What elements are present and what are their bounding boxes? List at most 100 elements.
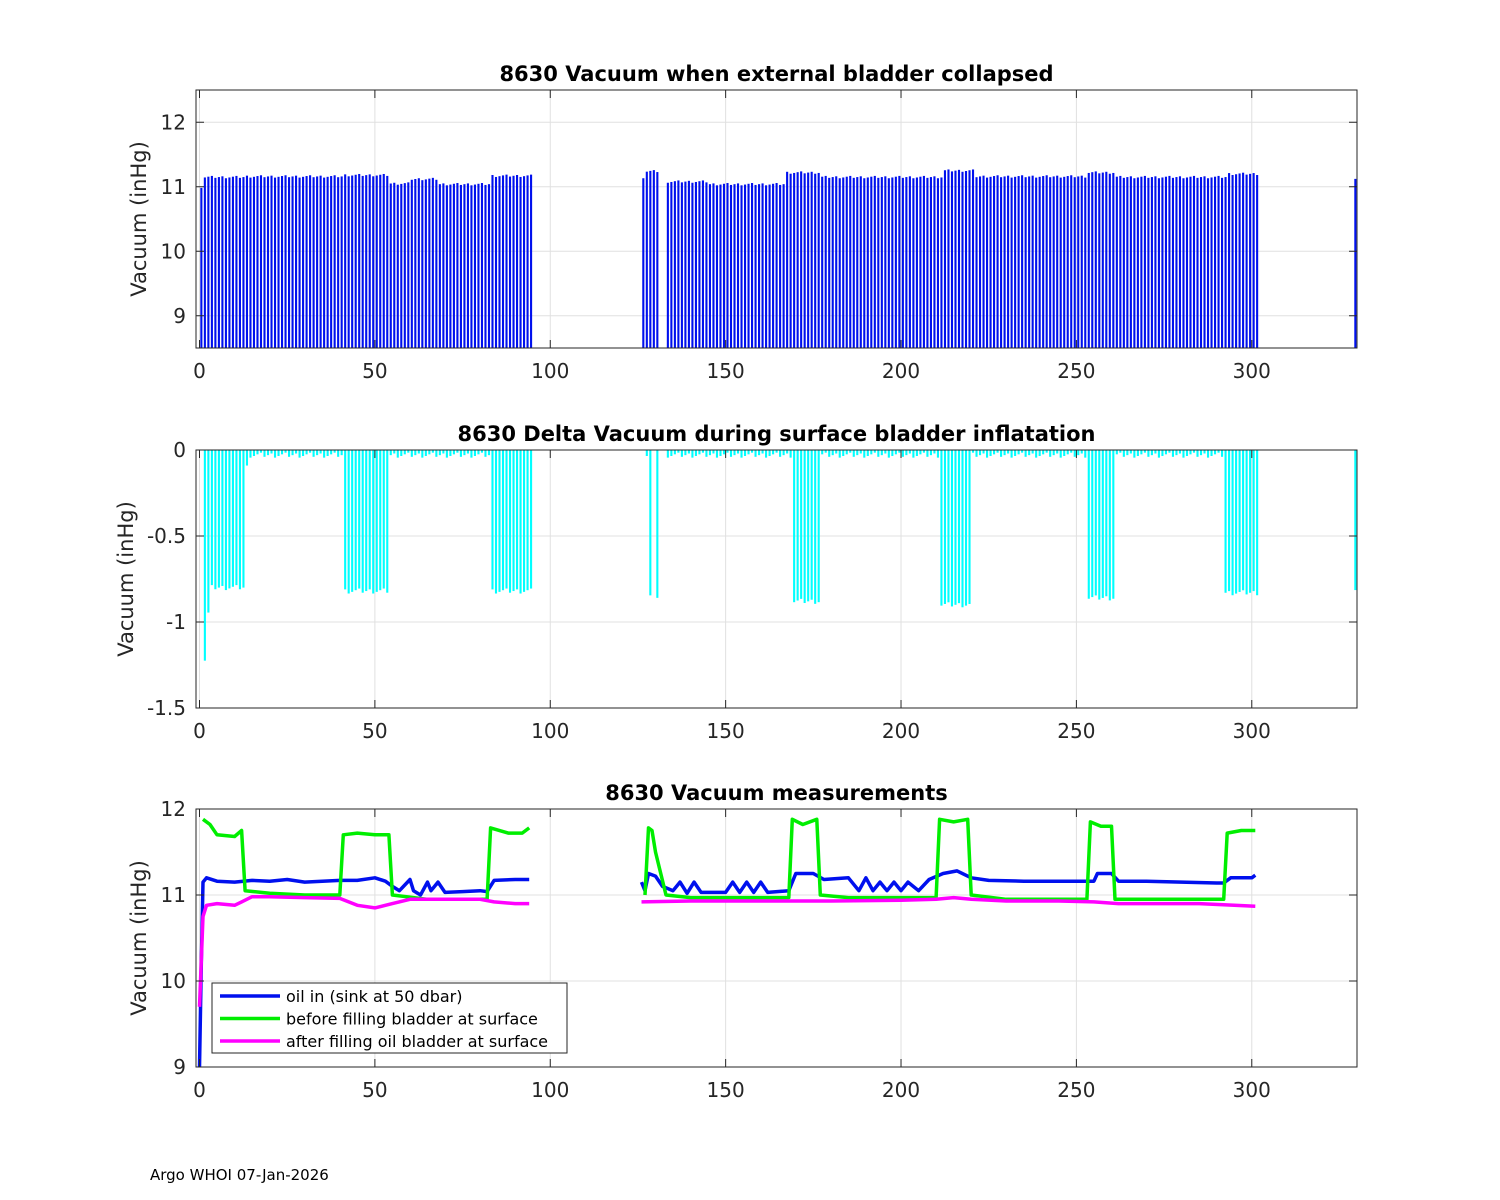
bar [287,177,291,348]
y-tick-label: 9 [173,1055,186,1079]
bar [1189,450,1192,455]
bar [1238,450,1241,592]
bar [866,177,869,348]
bar [1115,450,1118,455]
bar [961,171,964,348]
bar [235,450,238,586]
bar [726,450,729,453]
bar [677,450,680,453]
bar [203,450,206,661]
bar [782,184,785,348]
bar-series [200,169,1357,348]
bar [652,170,655,348]
y-tick-label: -1 [166,610,186,634]
bar [1256,450,1259,596]
bar [393,450,396,454]
y-tick-label: 11 [161,175,186,199]
bar [786,171,789,348]
series-path [639,869,1257,896]
series-line-3 [197,894,1256,1007]
bar [245,450,249,466]
bar [424,179,427,348]
bar [403,183,406,348]
bar [1178,450,1182,454]
bar [210,450,213,586]
bar [649,170,652,348]
bar [312,450,315,457]
bar [305,450,308,455]
bar [1021,175,1024,348]
bar [1133,178,1136,348]
bar [270,450,273,454]
bar [1059,177,1062,348]
bar [1077,450,1080,456]
bar [372,176,375,348]
bar [407,182,410,348]
bar [473,450,477,456]
bar [670,181,673,348]
bar [768,450,771,456]
bar [1252,173,1255,348]
bar [302,176,305,348]
bar [1192,450,1196,453]
bar [491,175,494,348]
bar [512,175,515,348]
bar [782,450,785,456]
bar [228,450,231,589]
bar [421,180,424,348]
bar [330,176,333,348]
bar [298,450,301,458]
chart-title: 8630 Vacuum measurements [605,781,948,805]
bar [698,181,701,348]
bar [256,176,259,348]
bar [908,176,911,348]
bar [459,184,462,348]
bar [1203,450,1206,454]
chart-panel-2: 0 50 100 150 200 250 300 0 -0.5 -1 -1.5 8630 Delta … [114,422,1358,743]
bar [530,450,533,589]
bar [694,450,697,456]
bar [302,450,305,456]
x-tick-label: 300 [1233,719,1271,743]
bar [403,450,406,455]
bar [1185,177,1189,348]
y-axis-label: Vacuum (inHg) [114,501,138,657]
bar [793,172,796,348]
bar [743,184,747,348]
bar [273,177,277,348]
y-tick-label: 0 [173,438,186,462]
bar [501,175,505,348]
bar [375,175,378,348]
bar [1150,450,1153,456]
bar [389,183,392,348]
bar [845,450,848,455]
bar [1221,177,1224,348]
bar [452,183,455,348]
bar [1136,450,1139,456]
bar [1221,450,1224,457]
bar [1213,450,1217,455]
bar [1129,176,1132,348]
bar [947,450,950,603]
bar [326,450,329,456]
bar [719,184,722,348]
bar [919,176,922,348]
bar [351,175,354,348]
bar [1157,178,1160,348]
bar [316,176,319,348]
bar [821,450,824,455]
bar [459,450,462,457]
bar [971,450,975,453]
bar [1091,172,1094,348]
bar [298,177,301,348]
bar [365,175,368,348]
bar [922,175,925,348]
bar [1245,174,1248,348]
bar [1073,177,1076,348]
bar [842,450,845,456]
bar [347,450,350,594]
bar [1042,450,1045,455]
bar [993,450,996,455]
bar [1161,450,1164,456]
bar [1098,450,1101,600]
